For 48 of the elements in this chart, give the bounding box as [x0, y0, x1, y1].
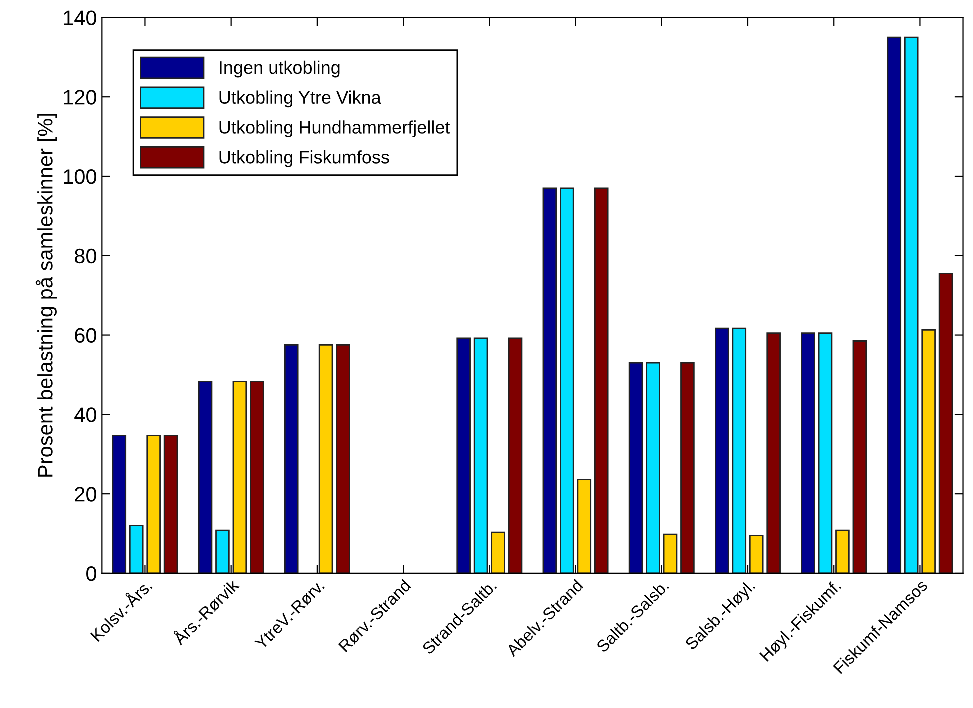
bar	[216, 530, 230, 574]
y-tick-label: 100	[64, 169, 96, 184]
bar	[663, 534, 678, 574]
bar	[922, 329, 936, 574]
bar	[542, 188, 558, 574]
y-tick-label: 20	[75, 487, 96, 502]
legend-label: Utkobling Hundhammerfjellet	[220, 120, 450, 138]
bar	[904, 36, 919, 574]
bar	[112, 435, 127, 574]
y-tick-label: 0	[86, 566, 96, 582]
bar	[146, 435, 161, 574]
bar	[284, 344, 299, 574]
bar	[852, 340, 868, 574]
legend-label: Utkobling Ytre Vikna	[220, 90, 382, 108]
bar	[732, 328, 747, 574]
bar	[887, 36, 902, 574]
bar	[801, 332, 816, 574]
bar	[164, 435, 178, 574]
y-tick-label: 120	[64, 90, 96, 105]
legend-label: Utkobling Fiskumfoss	[220, 150, 390, 168]
bar	[938, 273, 954, 574]
bar	[250, 381, 264, 574]
bar	[336, 344, 350, 574]
bar	[318, 344, 334, 574]
bar	[474, 338, 488, 574]
bar	[456, 338, 471, 574]
bar	[577, 479, 592, 574]
bar	[818, 332, 833, 574]
bar	[594, 188, 609, 574]
y-tick-label: 60	[75, 328, 96, 344]
bar	[560, 188, 574, 574]
y-axis-title: Prosent belastning på samleskinner [%]	[36, 114, 57, 477]
y-tick-label: 80	[75, 248, 96, 264]
y-tick-label: 40	[74, 408, 96, 422]
bar	[491, 532, 506, 574]
bar	[508, 338, 523, 574]
bar	[836, 530, 850, 574]
bar	[680, 362, 695, 574]
bar	[715, 328, 730, 574]
bar	[628, 362, 644, 574]
bar	[129, 525, 144, 574]
bar	[766, 332, 781, 574]
legend-label: Ingen utkobling	[220, 60, 340, 78]
bar	[646, 362, 660, 574]
bar	[749, 535, 764, 574]
bar	[232, 381, 248, 574]
y-tick-label: 140	[64, 10, 96, 26]
bar	[198, 381, 213, 574]
